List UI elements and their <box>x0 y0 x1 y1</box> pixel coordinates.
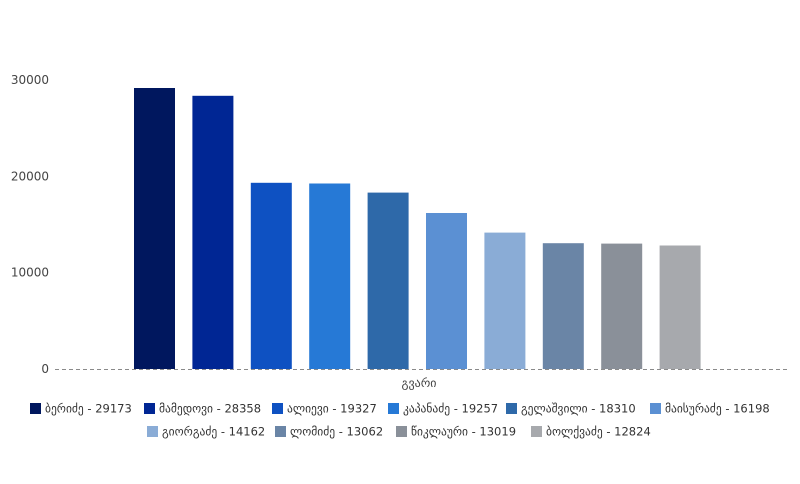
legend-swatch <box>147 426 158 437</box>
legend-swatch <box>531 426 542 437</box>
legend-item[interactable]: ბოლქვაძე - 12824 <box>531 425 651 439</box>
legend-item[interactable]: გიორგაძე - 14162 <box>147 425 265 439</box>
y-tick-label: 0 <box>41 362 49 376</box>
legend-label: ალიევი - 19327 <box>287 402 377 416</box>
legend-item[interactable]: ლომიძე - 13062 <box>275 425 383 439</box>
legend-item[interactable]: კაპანაძე - 19257 <box>388 402 498 416</box>
bar[interactable] <box>542 243 584 369</box>
legend-item[interactable]: ალიევი - 19327 <box>272 402 377 416</box>
legend-label: ლომიძე - 13062 <box>290 425 383 439</box>
legend-swatch <box>650 403 661 414</box>
legend-label: კაპანაძე - 19257 <box>403 402 498 416</box>
legend-item[interactable]: გელაშვილი - 18310 <box>506 402 636 416</box>
legend-label: მამედოვი - 28358 <box>159 402 261 416</box>
y-tick-label: 30000 <box>11 73 49 87</box>
legend-item[interactable]: წიკლაური - 13019 <box>396 425 516 439</box>
legend-swatch <box>30 403 41 414</box>
legend-label: ბოლქვაძე - 12824 <box>546 425 651 439</box>
bar[interactable] <box>367 192 409 369</box>
bar[interactable] <box>601 243 643 369</box>
legend-label: წიკლაური - 13019 <box>411 425 516 439</box>
y-axis-ticks: 0 10000 20000 30000 <box>11 73 49 376</box>
legend-label: ბერიძე - 29173 <box>45 402 132 416</box>
x-axis-label: გვარი <box>402 376 437 390</box>
bar[interactable] <box>484 232 526 369</box>
bar[interactable] <box>659 245 701 370</box>
legend-swatch <box>388 403 399 414</box>
legend-swatch <box>275 426 286 437</box>
bar[interactable] <box>250 182 292 369</box>
legend: ბერიძე - 29173 მამედოვი - 28358 ალიევი - 1… <box>30 402 770 439</box>
bar[interactable] <box>134 88 175 369</box>
y-tick-label: 20000 <box>11 169 49 183</box>
bar[interactable] <box>309 183 351 370</box>
legend-swatch <box>144 403 155 414</box>
legend-swatch <box>272 403 283 414</box>
bar[interactable] <box>192 95 234 370</box>
legend-label: გიორგაძე - 14162 <box>162 425 265 439</box>
legend-swatch <box>506 403 517 414</box>
legend-item[interactable]: მაისურაძე - 16198 <box>650 402 770 416</box>
bars-group <box>134 88 701 370</box>
legend-swatch <box>396 426 407 437</box>
legend-item[interactable]: ბერიძე - 29173 <box>30 402 132 416</box>
legend-label: გელაშვილი - 18310 <box>521 402 636 416</box>
legend-item[interactable]: მამედოვი - 28358 <box>144 402 261 416</box>
y-tick-label: 10000 <box>11 266 49 280</box>
legend-label: მაისურაძე - 16198 <box>665 402 770 416</box>
bar[interactable] <box>426 213 467 369</box>
